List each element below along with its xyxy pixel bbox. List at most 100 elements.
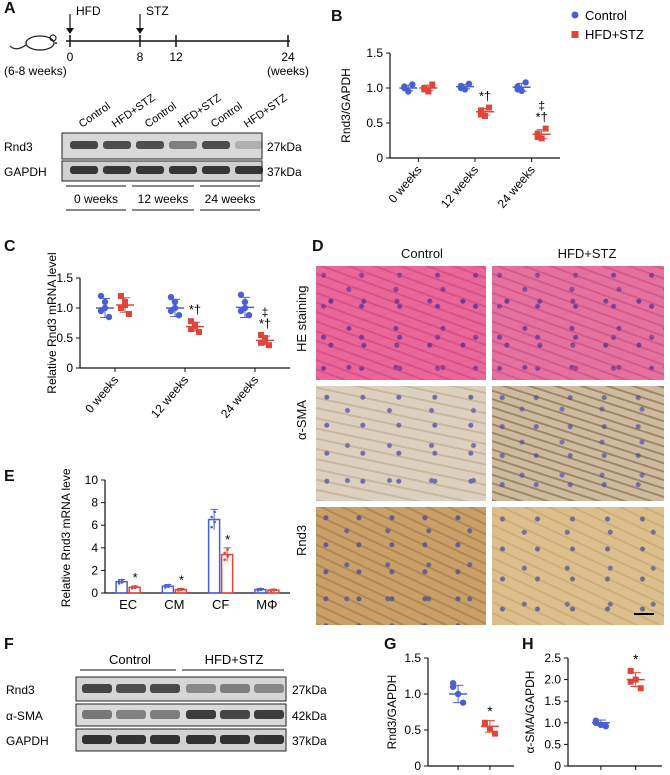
y-tick-label: 2.5	[544, 651, 561, 665]
significance-mark: *	[487, 703, 493, 719]
data-point	[627, 678, 634, 685]
data-point	[482, 113, 488, 119]
data-point	[213, 520, 216, 524]
x-tick-label: CF	[212, 597, 229, 612]
hfd-label: HFD	[76, 4, 101, 18]
data-point	[429, 81, 436, 88]
data-point	[258, 339, 264, 346]
x-tick-label: 0 weeks	[386, 163, 425, 206]
panel-f: Control HFD+STZ Rnd3 α-SMA GAPDH 27kDa 4…	[6, 652, 327, 752]
y-tick-label: 1.5	[366, 46, 383, 60]
gapdh-band-1	[103, 166, 131, 174]
y-tick-label: 2	[91, 563, 98, 577]
tick-0: 0	[67, 50, 74, 64]
data-point	[269, 588, 273, 592]
significance-mark: *†	[259, 316, 271, 331]
f-sma-label: α-SMA	[6, 709, 43, 723]
f-sma-band-4	[220, 710, 250, 719]
data-point	[258, 332, 264, 338]
data-point	[478, 111, 484, 118]
rnd3-band-3	[169, 141, 197, 149]
sma-control-image	[316, 386, 486, 501]
y-tick-label: 6	[91, 518, 98, 532]
x-tick-label: 12 weeks	[148, 373, 191, 421]
row-label-sma: α-SMA	[294, 399, 309, 440]
data-point	[486, 104, 492, 111]
panel-label-h: H	[522, 636, 534, 653]
significance-mark: *	[179, 572, 184, 587]
y-axis-label: Relative Rnd3 mRNA level	[59, 468, 73, 607]
y-tick-label: 0.5	[404, 723, 421, 737]
chart-h: 0 0.5 1.0 1.5 2.0 2.5 α-SMA/GAPDH *	[523, 651, 662, 773]
data-point	[210, 515, 213, 519]
f-sma-blot	[75, 703, 287, 727]
data-point	[245, 312, 253, 319]
rnd3-band-5	[235, 141, 263, 149]
rnd3-kda: 27kDa	[267, 140, 302, 154]
data-point	[164, 584, 167, 588]
data-point	[196, 329, 202, 335]
he-control-image	[316, 266, 486, 380]
data-point	[180, 587, 183, 591]
data-point	[481, 721, 488, 728]
col-label-hfd: HFD+STZ	[557, 246, 617, 261]
data-point	[534, 134, 541, 140]
data-point	[210, 525, 213, 529]
y-tick-label: 0	[91, 586, 98, 600]
rnd3-band-4	[202, 141, 230, 149]
significance-mark: *†	[189, 302, 201, 317]
data-point	[118, 293, 124, 299]
f-gapdh-band-1	[116, 735, 146, 744]
panel-d: Control HFD+STZ	[312, 238, 668, 630]
data-point	[117, 582, 121, 585]
f-gapdh-label: GAPDH	[6, 734, 49, 748]
data-point	[637, 685, 644, 692]
gapdh-band-4	[202, 166, 230, 174]
age-label: (6-8 weeks)	[4, 64, 67, 78]
data-point	[177, 588, 180, 591]
data-point	[401, 83, 408, 90]
group-12-weeks: 12 weeks	[138, 192, 189, 206]
data-point	[602, 723, 610, 730]
data-point	[226, 548, 229, 551]
chart-g: 0 0.5 1.0 1.5 Rnd3/GAPDH *	[385, 651, 514, 773]
tick-8: 8	[137, 50, 144, 64]
data-point	[449, 680, 457, 687]
data-point	[478, 107, 484, 114]
f-rnd3-band-1	[116, 684, 146, 693]
y-tick-label: 0.5	[366, 116, 383, 130]
f-gapdh-blot	[75, 728, 287, 752]
tick-24: 24	[281, 50, 295, 64]
y-tick-label: 10	[85, 473, 99, 487]
gapdh-band-2	[136, 166, 164, 174]
y-axis-label: α-SMA/GAPDH	[523, 671, 537, 754]
data-point	[465, 80, 473, 88]
legend-control-marker	[571, 11, 579, 19]
data-point	[259, 587, 263, 591]
row-label-he: HE staining	[294, 285, 309, 352]
rnd3-band-2	[136, 141, 164, 149]
sma-hfd-image	[492, 386, 664, 501]
y-tick-label: 1.0	[366, 81, 383, 95]
gapdh-row-label: GAPDH	[4, 165, 47, 179]
data-point	[522, 79, 529, 86]
legend-control-label: Control	[585, 8, 627, 23]
f-gapdh-band-4	[220, 735, 250, 744]
x-tick-label: 0 weeks	[82, 373, 121, 416]
f-sma-kda: 42kDa	[292, 709, 327, 723]
f-group-control: Control	[109, 652, 151, 667]
mouse-icon	[9, 34, 57, 51]
f-rnd3-label: Rnd3	[6, 683, 35, 697]
data-point	[425, 88, 432, 95]
data-point	[97, 307, 105, 315]
y-tick-label: 0	[414, 759, 421, 773]
y-tick-label: 0	[66, 361, 73, 375]
significance-mark: *†	[536, 110, 548, 125]
f-gapdh-band-2	[150, 735, 180, 744]
y-tick-label: 2.0	[544, 673, 561, 687]
rnd3-row-label: Rnd3	[4, 140, 33, 154]
gapdh-band-0	[70, 166, 98, 174]
panel-label-e: E	[4, 468, 15, 485]
panel-label-a: A	[4, 0, 16, 17]
